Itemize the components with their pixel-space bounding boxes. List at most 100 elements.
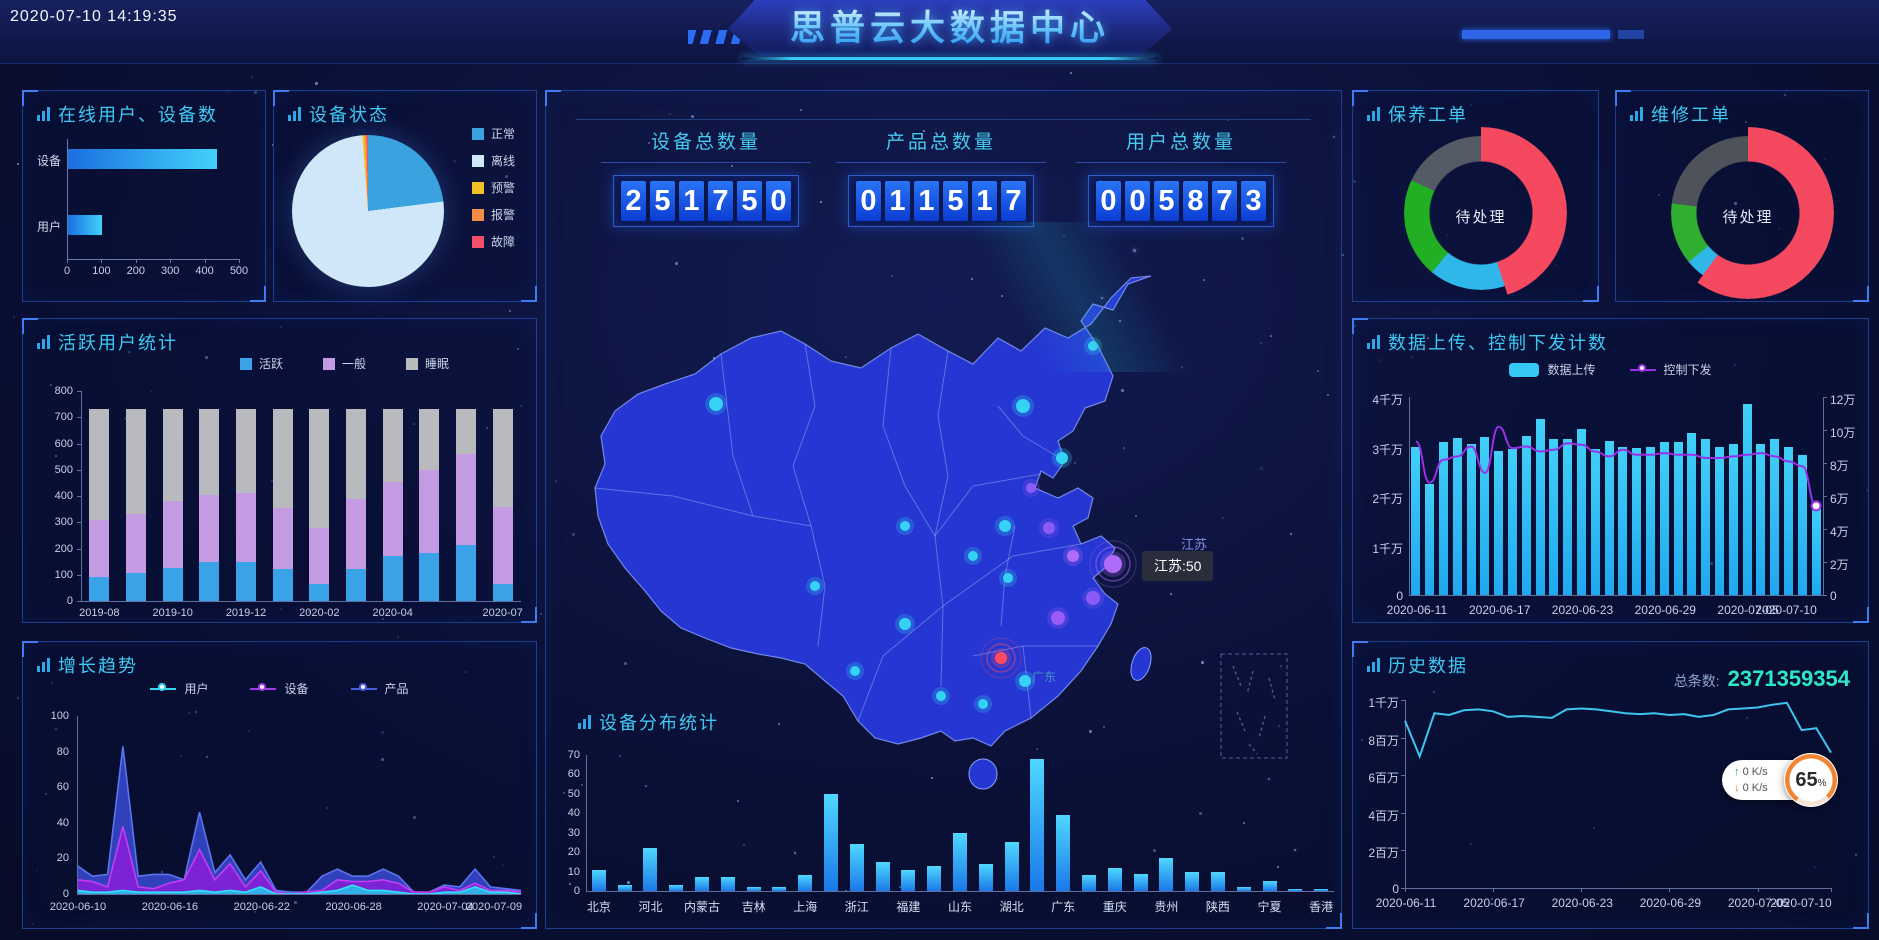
stacked-bar-segment[interactable]	[492, 409, 513, 507]
map-dot[interactable]	[1082, 587, 1104, 609]
v-bar[interactable]	[1439, 441, 1448, 595]
v-bar[interactable]	[1107, 867, 1122, 891]
v-bar[interactable]	[1081, 875, 1096, 891]
stacked-bar-segment[interactable]	[126, 409, 146, 515]
map-dot[interactable]	[705, 393, 727, 415]
stacked-bar-segment[interactable]	[346, 409, 366, 499]
stacked-bar-segment[interactable]	[236, 561, 256, 601]
v-bar[interactable]	[643, 848, 658, 891]
stacked-bar-segment[interactable]	[419, 409, 440, 470]
stacked-bar-segment[interactable]	[162, 501, 183, 569]
v-bar[interactable]	[1425, 483, 1435, 595]
v-bar[interactable]	[1618, 446, 1628, 595]
stacked-bar-segment[interactable]	[162, 568, 183, 601]
v-bar[interactable]	[1288, 889, 1303, 891]
stacked-bar-segment[interactable]	[199, 409, 220, 495]
v-bar[interactable]	[1659, 441, 1669, 595]
legend-item[interactable]: 报警	[472, 206, 515, 223]
v-bar[interactable]	[1756, 444, 1766, 595]
v-bar[interactable]	[1770, 439, 1780, 595]
v-bar[interactable]	[1604, 440, 1614, 595]
stacked-bar-segment[interactable]	[309, 409, 330, 528]
v-bar[interactable]	[617, 885, 632, 891]
v-bar[interactable]	[1030, 758, 1045, 891]
v-bar[interactable]	[1646, 446, 1655, 595]
v-bar[interactable]	[1185, 871, 1200, 891]
stacked-bar-segment[interactable]	[492, 506, 513, 584]
legend-item[interactable]: 正常	[472, 125, 515, 142]
v-bar[interactable]	[1701, 439, 1711, 595]
v-bar[interactable]	[1715, 446, 1724, 595]
stacked-bar-segment[interactable]	[89, 577, 110, 601]
legend-item[interactable]: 睡眠	[406, 355, 449, 372]
stacked-bar-segment[interactable]	[456, 454, 476, 545]
stacked-bar-segment[interactable]	[89, 409, 110, 520]
stacked-bar-segment[interactable]	[272, 568, 293, 601]
v-bar[interactable]	[798, 875, 813, 891]
v-bar[interactable]	[1236, 887, 1251, 891]
v-bar[interactable]	[1535, 419, 1545, 595]
map-dot[interactable]	[895, 614, 915, 634]
stacked-bar-segment[interactable]	[419, 469, 440, 554]
online-users-devices-chart[interactable]: 设备 用户 0 100 200 300 400 500	[23, 91, 265, 301]
legend-item[interactable]: 产品	[350, 680, 409, 697]
stacked-bar-segment[interactable]	[456, 409, 476, 454]
v-bar[interactable]	[1521, 435, 1531, 595]
map-dot[interactable]	[1022, 479, 1040, 497]
v-bar[interactable]	[695, 877, 710, 891]
history-line-chart[interactable]: 0 2百万 4百万 6百万 8百万 1千万 2020-06-11 2020-06-17 2020…	[1353, 642, 1868, 928]
legend-item[interactable]: 故障	[472, 233, 515, 250]
v-bar[interactable]	[849, 844, 864, 891]
v-bar[interactable]	[1811, 503, 1821, 595]
v-bar[interactable]	[953, 832, 967, 891]
v-bar[interactable]	[1508, 448, 1517, 595]
map-dot[interactable]	[1084, 337, 1102, 355]
v-bar[interactable]	[1210, 871, 1225, 891]
stacked-bar-segment[interactable]	[272, 409, 293, 508]
v-bar[interactable]	[1590, 448, 1600, 595]
v-bar[interactable]	[1687, 433, 1697, 595]
legend-item[interactable]: 预警	[472, 179, 515, 196]
maintenance-donut-chart[interactable]: 待处理	[1395, 127, 1567, 299]
stacked-bar-segment[interactable]	[162, 409, 183, 502]
map-dot[interactable]	[896, 517, 914, 535]
stacked-bar-segment[interactable]	[236, 409, 256, 494]
cpu-gauge[interactable]: 65%	[1784, 753, 1838, 807]
v-bar[interactable]	[1728, 444, 1738, 595]
legend-item[interactable]: 数据上传	[1509, 361, 1596, 378]
map-dot[interactable]	[980, 637, 1022, 679]
v-bar[interactable]	[772, 887, 787, 891]
v-bar[interactable]	[669, 885, 684, 891]
stacked-bar-segment[interactable]	[346, 568, 366, 601]
map-dot[interactable]	[995, 516, 1015, 536]
map-dot[interactable]	[999, 569, 1017, 587]
stacked-bar-segment[interactable]	[272, 507, 293, 569]
china-map[interactable]	[553, 226, 1293, 806]
map-dot[interactable]	[1039, 518, 1059, 538]
legend-item[interactable]: 控制下发	[1629, 361, 1712, 378]
v-bar[interactable]	[1784, 446, 1793, 595]
map-dot[interactable]	[964, 547, 982, 565]
upload-control-chart[interactable]: 数据上传 控制下发 0 1千万 2千万 3千万 4千万 0 2万 4万 6万 8万 10万 12万 2020…	[1353, 319, 1868, 622]
v-bar[interactable]	[1004, 842, 1019, 891]
china-outline[interactable]	[594, 275, 1152, 747]
legend-item[interactable]: 设备	[250, 680, 309, 697]
v-bar[interactable]	[746, 887, 761, 891]
stacked-bar-segment[interactable]	[419, 553, 440, 601]
stacked-bar-segment[interactable]	[382, 409, 403, 482]
v-bar[interactable]	[1133, 873, 1148, 891]
map-dot[interactable]	[1047, 607, 1069, 629]
v-bar[interactable]	[875, 861, 890, 891]
v-bar[interactable]	[1742, 404, 1752, 595]
v-bar[interactable]	[1673, 441, 1683, 595]
v-bar[interactable]	[824, 793, 839, 891]
stacked-bar-segment[interactable]	[309, 527, 330, 584]
pie[interactable]	[292, 135, 444, 287]
v-bar[interactable]	[1494, 451, 1504, 595]
growth-trend-area-chart[interactable]: 用户 设备 产品 0 20 40 60 80 100 2020-06-10 2020-06-16 20…	[23, 642, 536, 928]
v-bar[interactable]	[1056, 815, 1071, 891]
repair-donut-chart[interactable]: 待处理	[1662, 127, 1834, 299]
stacked-bar-segment[interactable]	[236, 493, 256, 562]
v-bar[interactable]	[1466, 444, 1476, 595]
v-bar[interactable]	[1262, 881, 1277, 891]
